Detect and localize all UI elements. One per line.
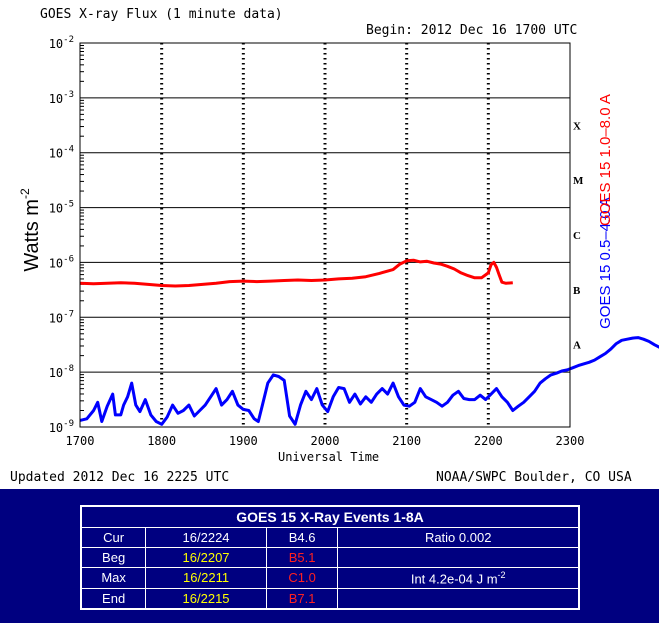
- event-label: Max: [80, 566, 147, 590]
- event-row-cur: Cur 16/2224 B4.6 Ratio 0.002: [80, 527, 579, 548]
- events-title: GOES 15 X-Ray Events 1-8A: [81, 506, 579, 528]
- flare-class-label: M: [573, 175, 584, 187]
- event-integral-exp: -2: [497, 569, 506, 580]
- flare-class-label: C: [573, 230, 581, 242]
- x-tick-label: 1800: [147, 434, 176, 448]
- y-tick-label: 10-5: [49, 200, 74, 216]
- flare-class-label: A: [573, 340, 581, 352]
- updated-label: Updated 2012 Dec 16 2225 UTC: [10, 470, 230, 485]
- y-axis-label-text: Watts m: [21, 199, 43, 272]
- x-tick-label: 2300: [556, 434, 585, 448]
- y-tick-label: 10-8: [49, 364, 74, 380]
- y-tick-label: 10-7: [49, 309, 74, 325]
- flare-class-label: B: [573, 285, 581, 297]
- legend-red: GOES 15 1.0–8.0 A: [597, 94, 614, 226]
- event-integral: Int 4.2e-04 J m-2: [337, 566, 579, 590]
- begin-label: Begin: 2012 Dec 16 1700 UTC: [366, 23, 578, 38]
- event-class: C1.0: [265, 566, 339, 590]
- x-tick-label: 2200: [474, 434, 503, 448]
- event-label: Beg: [80, 546, 147, 568]
- event-class: B7.1: [265, 588, 339, 609]
- x-tick-label: 1900: [229, 434, 258, 448]
- event-row-end: End 16/2215 B7.1: [80, 588, 579, 609]
- event-label: Cur: [80, 527, 147, 548]
- event-empty: [337, 588, 579, 609]
- chart-title: GOES X-ray Flux (1 minute data): [40, 7, 283, 22]
- event-row-max: Max 16/2211 C1.0 Int 4.2e-04 J m-2: [80, 566, 579, 590]
- event-row-beg: Beg 16/2207 B5.1: [80, 546, 579, 568]
- event-time: 16/2215: [145, 588, 267, 609]
- event-class: B5.1: [265, 546, 339, 568]
- event-ratio: Ratio 0.002: [337, 527, 579, 548]
- event-label: End: [80, 588, 147, 609]
- series-long-wavelength-line: [79, 258, 513, 288]
- events-table: GOES 15 X-Ray Events 1-8A Cur 16/2224 B4…: [80, 505, 580, 610]
- event-class: B4.6: [265, 527, 339, 548]
- y-tick-label: 10-6: [49, 254, 74, 270]
- plot-frame: [79, 42, 571, 428]
- legend-blue: GOES 15 0.5–4.0 A: [597, 197, 614, 329]
- x-tick-label: 1700: [66, 434, 95, 448]
- event-empty: [337, 546, 579, 568]
- y-tick-label: 10-4: [49, 145, 74, 161]
- y-axis-label: Watts m-2: [18, 188, 43, 272]
- event-time: 16/2224: [145, 527, 267, 548]
- event-time: 16/2211: [145, 566, 267, 590]
- event-time: 16/2207: [145, 546, 267, 568]
- y-tick-label: 10-2: [49, 35, 74, 51]
- credit-label: NOAA/SWPC Boulder, CO USA: [436, 470, 632, 485]
- series-short-wavelength-line: [79, 336, 659, 426]
- flare-class-label: X: [573, 120, 581, 132]
- x-tick-label: 2100: [392, 434, 421, 448]
- chart-panel: 10-2 10-3 10-4 10-5 10-6 10-7 10-8 10-9 1700 1800…: [0, 0, 659, 489]
- event-integral-text: Int 4.2e-04 J m: [410, 571, 498, 587]
- y-tick-label: 10-9: [49, 419, 74, 435]
- x-axis-label: Universal Time: [278, 450, 380, 464]
- x-tick-label: 2000: [311, 434, 340, 448]
- y-tick-label: 10-3: [49, 90, 74, 106]
- y-axis-label-exp: -2: [18, 188, 32, 199]
